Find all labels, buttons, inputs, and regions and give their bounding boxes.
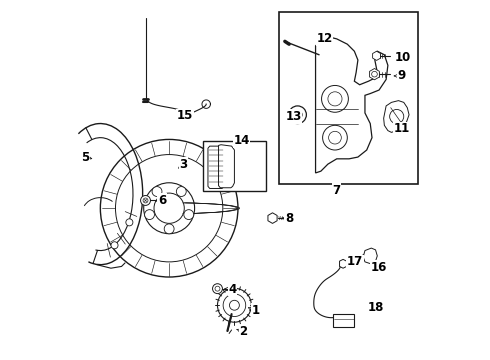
Polygon shape [219, 145, 234, 188]
Circle shape [328, 92, 342, 106]
Text: 11: 11 [394, 122, 410, 135]
Polygon shape [340, 259, 346, 268]
Text: 2: 2 [239, 325, 247, 338]
Text: 7: 7 [333, 184, 341, 197]
Circle shape [293, 110, 302, 119]
Circle shape [145, 210, 154, 220]
Text: 16: 16 [371, 261, 387, 274]
Polygon shape [363, 248, 377, 264]
Bar [333, 314, 354, 328]
Circle shape [390, 109, 404, 123]
Text: 12: 12 [316, 32, 333, 45]
Text: 1: 1 [251, 304, 260, 317]
Circle shape [154, 193, 184, 223]
Circle shape [100, 139, 238, 277]
Circle shape [289, 106, 306, 123]
Circle shape [144, 183, 195, 234]
Text: 3: 3 [179, 158, 187, 171]
Circle shape [116, 154, 223, 262]
Circle shape [371, 71, 377, 77]
Circle shape [213, 284, 222, 294]
Text: 5: 5 [81, 150, 89, 163]
Bar [203, 141, 266, 190]
Circle shape [215, 286, 220, 291]
Text: 14: 14 [233, 134, 250, 147]
Circle shape [229, 300, 239, 310]
Bar [278, 12, 418, 184]
Text: 18: 18 [368, 301, 385, 314]
Circle shape [141, 195, 150, 206]
Text: 10: 10 [395, 51, 411, 64]
Circle shape [126, 219, 133, 226]
Text: 4: 4 [228, 283, 237, 296]
Text: 6: 6 [158, 194, 166, 207]
Circle shape [164, 224, 174, 234]
Circle shape [329, 131, 342, 144]
Circle shape [143, 198, 148, 203]
Circle shape [223, 294, 245, 316]
Circle shape [152, 186, 162, 197]
Circle shape [176, 186, 186, 197]
Circle shape [322, 125, 347, 150]
Text: 13: 13 [286, 110, 302, 123]
Circle shape [111, 242, 118, 249]
Polygon shape [208, 146, 224, 189]
Text: 9: 9 [398, 69, 406, 82]
Circle shape [321, 85, 348, 112]
Text: 15: 15 [177, 109, 193, 122]
Text: 17: 17 [347, 255, 363, 268]
Polygon shape [384, 100, 409, 132]
Circle shape [218, 288, 251, 322]
Polygon shape [316, 37, 388, 173]
Text: 8: 8 [285, 212, 293, 225]
Circle shape [184, 210, 194, 220]
